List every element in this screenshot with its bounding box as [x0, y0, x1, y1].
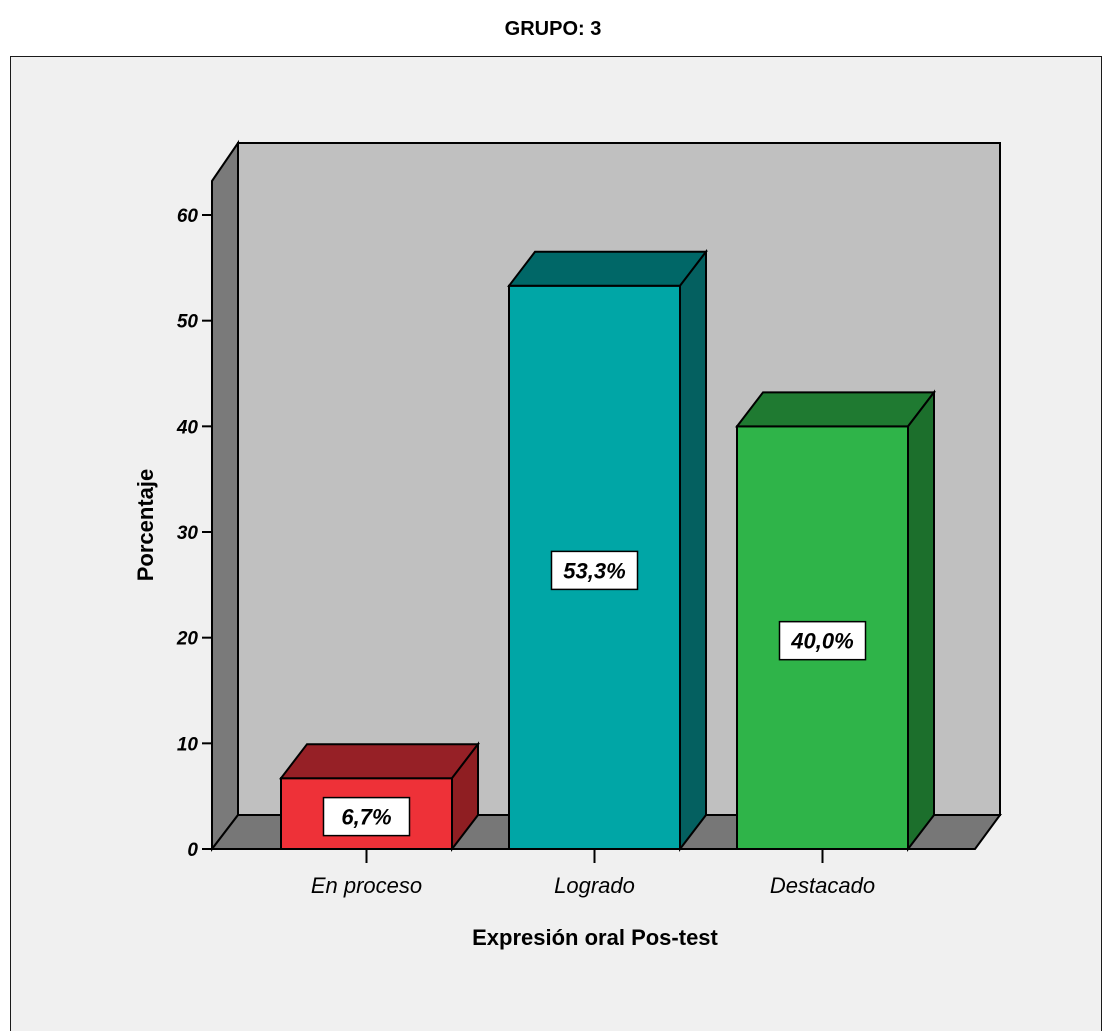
data-label: 53,3% [563, 558, 625, 583]
data-labels: 6,7% 53,3% 40,0% [322, 550, 867, 837]
bar-side-1 [679, 248, 707, 852]
y-tick-label: 50 [177, 312, 199, 333]
bar-side-2 [907, 389, 935, 852]
x-axis-label: Expresión oral Pos-test [472, 925, 718, 950]
data-label-box [778, 620, 867, 661]
y-tick-label: 0 [187, 840, 198, 861]
y-tick-label: 10 [177, 734, 199, 755]
x-axis: En proceso Logrado Destacado [202, 848, 975, 898]
y-tick-label: 20 [176, 629, 199, 650]
y-tick-label: 60 [177, 206, 199, 227]
bar-top-2 [734, 391, 937, 428]
bar-top-0 [278, 743, 481, 780]
data-label: 40,0% [790, 629, 853, 654]
y-axis: 0 10 20 30 40 50 60 [176, 206, 212, 861]
y-tick-label: 40 [176, 417, 199, 438]
data-label-box [550, 550, 639, 591]
data-label-box [322, 796, 411, 837]
x-tick-label: En proceso [311, 873, 422, 898]
data-label: 6,7% [341, 805, 391, 830]
y-axis-label: Porcentaje [133, 469, 158, 582]
bar-side-0 [451, 741, 479, 852]
x-tick-label: Destacado [770, 873, 875, 898]
x-tick-label: Logrado [554, 873, 635, 898]
side-wall [211, 139, 239, 852]
bar-top-1 [506, 250, 709, 287]
chart-title: GRUPO: 3 [504, 18, 602, 40]
y-tick-label: 30 [177, 523, 199, 544]
bars [278, 248, 937, 852]
